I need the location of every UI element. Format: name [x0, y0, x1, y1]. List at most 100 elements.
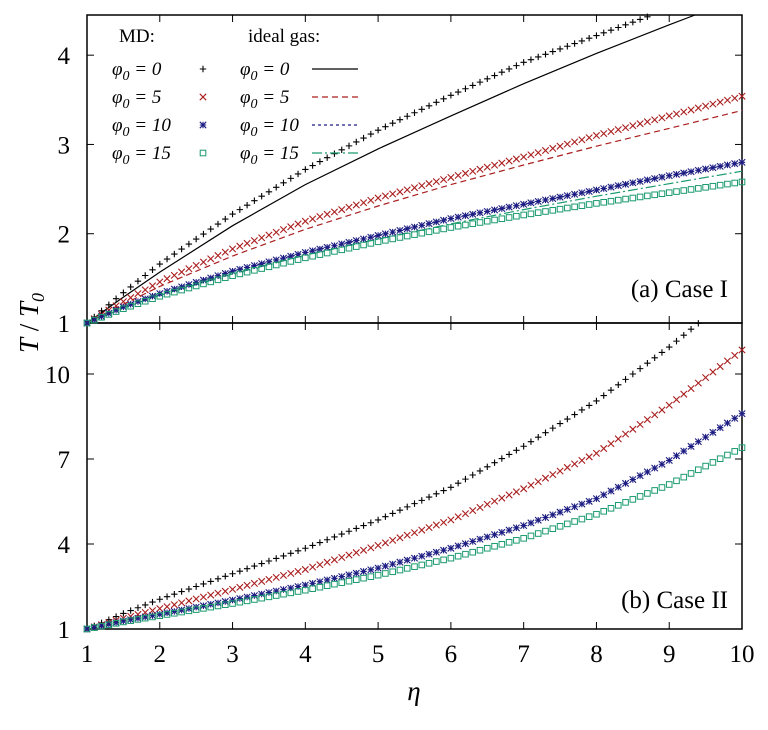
md-point [127, 616, 135, 624]
md-point [207, 274, 215, 282]
md-point [658, 173, 666, 181]
md-point [527, 438, 535, 445]
md-point [447, 92, 455, 99]
md-point [622, 21, 629, 29]
md-point [600, 507, 608, 515]
md-point [404, 503, 411, 511]
md-point [724, 180, 731, 188]
md-point [513, 447, 520, 454]
legend-md-marker-2 [199, 121, 207, 129]
md-point [564, 415, 571, 423]
md-point [265, 188, 273, 195]
md-point [272, 228, 280, 236]
md-point [585, 402, 593, 409]
md-point [148, 606, 157, 615]
md-point [556, 420, 564, 427]
ideal-gas-line-1 [86, 109, 743, 324]
md-point [323, 249, 331, 257]
md-point [345, 571, 353, 579]
axis-ticks: 1 2 3 4 1 2 3 4 5 6 7 8 9 10 1 4 7 10 [45, 15, 755, 668]
md-point [738, 410, 746, 418]
md-point [287, 569, 295, 578]
md-point [331, 533, 338, 541]
md-point [207, 591, 215, 599]
md-point [731, 179, 739, 187]
md-point [694, 438, 702, 446]
md-point [316, 212, 324, 221]
md-point [229, 210, 236, 218]
md-point [738, 346, 746, 354]
md-point [389, 560, 397, 568]
md-point [549, 511, 557, 519]
md-point [105, 311, 113, 318]
md-point [556, 142, 564, 150]
md-point [440, 175, 448, 184]
md-point [433, 227, 440, 234]
md-point [520, 59, 527, 66]
md-point [359, 546, 368, 554]
md-point [323, 576, 331, 584]
md-point [592, 449, 601, 457]
md-point [505, 451, 513, 458]
md-point [112, 620, 120, 627]
md-point [323, 558, 331, 566]
md-point [294, 547, 302, 554]
md-point [469, 82, 476, 89]
md-point [614, 196, 622, 204]
md-point [527, 210, 535, 218]
md-point [454, 222, 462, 230]
md-point [411, 563, 418, 570]
md-point [462, 85, 469, 92]
md-point [280, 259, 287, 267]
md-point [643, 118, 651, 126]
md-point [542, 51, 549, 58]
legend-md-title: MD: [119, 26, 155, 47]
md-point [687, 385, 695, 393]
md-point [258, 590, 266, 598]
md-point [694, 379, 702, 387]
y-tick-label: 7 [58, 447, 71, 474]
md-point [716, 455, 724, 463]
md-point [549, 144, 557, 152]
md-point [367, 519, 375, 526]
md-point [702, 102, 710, 110]
md-point [418, 106, 425, 113]
md-point [593, 200, 600, 207]
md-point [345, 238, 353, 246]
md-point [578, 136, 586, 144]
md-point [367, 240, 375, 247]
md-point [178, 268, 186, 276]
y-axis-label: T / T0 [14, 293, 48, 353]
md-point [512, 155, 520, 163]
md-point [171, 590, 178, 598]
md-point [192, 583, 200, 590]
md-point [462, 221, 469, 229]
md-point [330, 574, 339, 582]
md-point [127, 302, 134, 310]
md-point [83, 625, 91, 633]
md-point [673, 188, 680, 195]
legend-label-md-2: φ0 = 10 [112, 115, 171, 140]
md-point [673, 477, 680, 485]
md-point [228, 596, 237, 604]
md-point [323, 243, 331, 251]
md-point [723, 161, 732, 169]
md-point [90, 316, 98, 324]
md-point [527, 56, 535, 63]
md-point [702, 165, 710, 173]
md-point [564, 43, 571, 50]
md-point [228, 585, 237, 593]
legend-label-ideal-2: φ0 = 10 [240, 115, 299, 140]
md-point [352, 576, 360, 583]
md-point [221, 248, 229, 256]
md-point [273, 555, 280, 562]
md-point [389, 536, 397, 544]
md-point [716, 98, 724, 106]
md-point [461, 212, 470, 220]
md-point [694, 104, 702, 112]
md-point [556, 467, 564, 475]
md-point [309, 579, 317, 587]
md-point [192, 261, 200, 270]
md-point [389, 120, 396, 127]
md-point [120, 618, 127, 626]
